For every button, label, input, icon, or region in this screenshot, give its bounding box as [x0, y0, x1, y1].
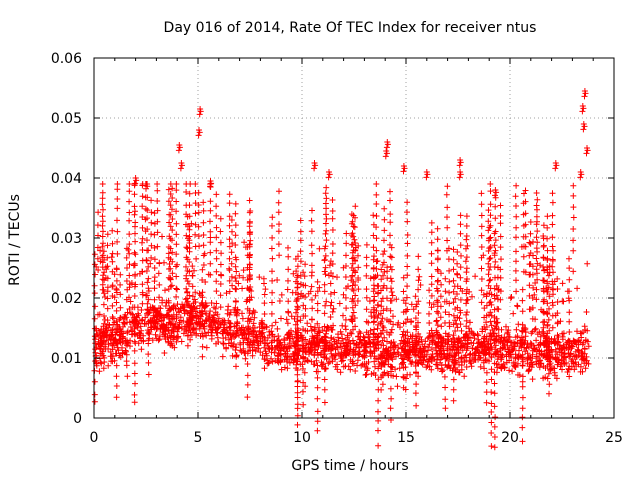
scatter-points	[91, 88, 592, 451]
x-tick-labels: 0 5 10 15 20 25	[90, 430, 623, 446]
axis-ticks	[93, 57, 615, 419]
x-tick-label: 25	[605, 430, 623, 446]
x-tick-label: 5	[194, 430, 203, 446]
x-tick-label: 15	[397, 430, 415, 446]
y-axis-title: ROTI / TECUs	[7, 194, 23, 286]
chart-title: Day 016 of 2014, Rate Of TEC Index for r…	[164, 20, 537, 36]
x-tick-label: 10	[293, 430, 311, 446]
y-tick-label: 0.04	[51, 171, 82, 187]
x-tick-label: 0	[90, 430, 99, 446]
y-tick-label: 0.06	[51, 51, 82, 67]
y-tick-label: 0.05	[51, 111, 82, 127]
y-tick-label: 0.01	[51, 351, 82, 367]
y-tick-label: 0.03	[51, 231, 82, 247]
x-axis-title: GPS time / hours	[291, 458, 408, 474]
x-tick-label: 20	[501, 430, 519, 446]
roti-points	[91, 88, 592, 451]
y-tick-label: 0.02	[51, 291, 82, 307]
y-tick-label: 0	[73, 411, 82, 427]
y-tick-labels: 0 0.01 0.02 0.03 0.04 0.05 0.06	[51, 51, 82, 427]
